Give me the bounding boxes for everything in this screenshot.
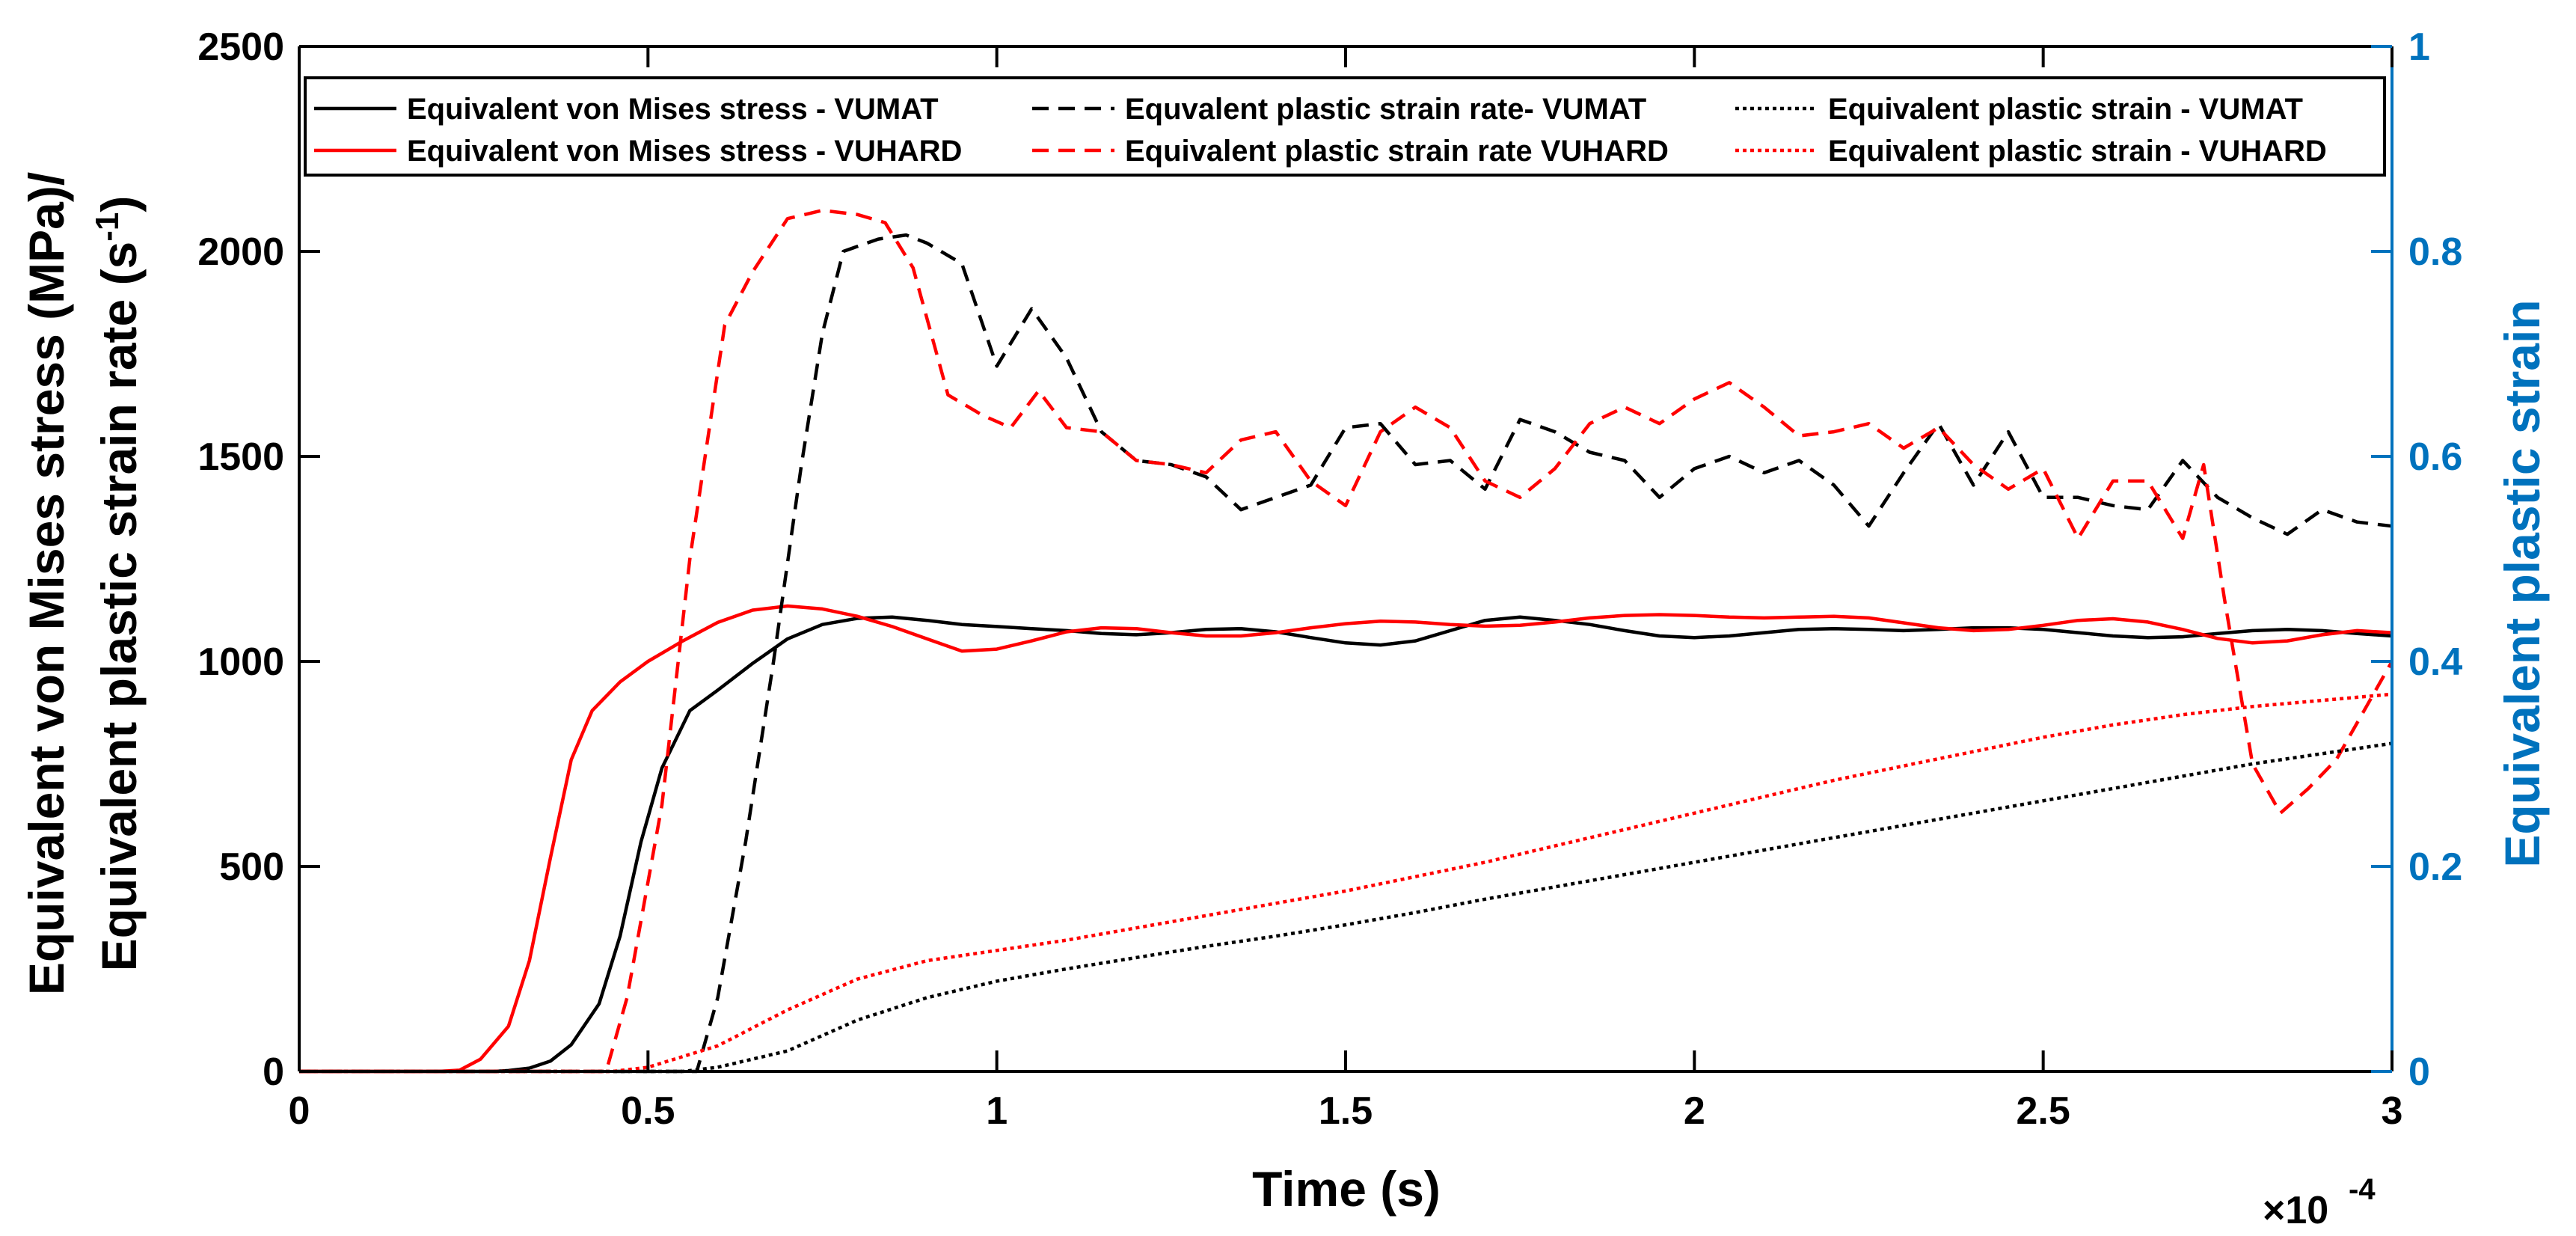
y-right-tick-label: 0 (2408, 1050, 2430, 1094)
x-axis-label: Time (s) (1252, 1161, 1441, 1217)
x-tick-label: 1.5 (1319, 1089, 1373, 1133)
x-tick-label: 2.5 (2017, 1089, 2070, 1133)
y-axis-left-label-sup: -1 (89, 212, 126, 242)
x-tick-label: 3 (2382, 1089, 2403, 1133)
x-exponent-base: ×10 (2263, 1189, 2328, 1232)
y-right-tick-label: 0.2 (2408, 845, 2462, 889)
axis-labels: Time (s) ×10 -4 Equivalent von Mises str… (19, 172, 2550, 1232)
y-right-tick-label: 0.6 (2408, 435, 2462, 479)
y-left-tick-label: 1500 (197, 435, 284, 479)
legend-label: Equvalent plastic strain rate- VUMAT (1125, 93, 1646, 126)
y-left-tick-label: 1000 (197, 640, 284, 684)
y-right-tick-label: 1 (2408, 25, 2430, 69)
x-tick-label: 0 (289, 1089, 310, 1133)
y-right-tick-label: 0.4 (2408, 640, 2462, 684)
legend-label: Equivalent plastic strain - VUMAT (1828, 93, 2303, 126)
series-line-3 (299, 233, 2393, 1074)
x-tick-label: 2 (1684, 1089, 1705, 1133)
y-left-tick-label: 2000 (197, 230, 284, 274)
series-line-1 (299, 615, 2393, 1074)
legend-label: Equivalent plastic strain rate VUHARD (1125, 135, 1669, 168)
axes-layer: 0 0.5 1 1.5 2 2.5 30500100015002000250000.20.4… (197, 25, 2462, 1133)
y-axis-right-label: Equivalent plastic strain (2494, 299, 2550, 867)
legend-label: Equivalent plastic strain - VUHARD (1828, 135, 2327, 168)
y-left-tick-label: 0 (263, 1050, 284, 1094)
series-line-5 (299, 741, 2393, 1074)
x-exponent-power: -4 (2349, 1173, 2376, 1206)
x-exponent: ×10 -4 (2263, 1173, 2376, 1232)
legend-label: Equivalent von Mises stress - VUHARD (407, 135, 962, 168)
series-layer (299, 208, 2393, 1074)
legend-box (304, 76, 2386, 177)
y-axis-left-label-main: Equivalent plastic strain rate (s (91, 242, 147, 972)
x-tick-label: 0.5 (621, 1089, 675, 1133)
y-axis-left-label-close: ) (91, 196, 147, 212)
y-axis-left-label-line2: Equivalent plastic strain rate (s-1) (89, 196, 147, 972)
legend-label: Equivalent von Mises stress - VUMAT (407, 93, 939, 126)
y-left-tick-label: 500 (219, 845, 284, 889)
x-tick-label: 1 (986, 1089, 1008, 1133)
series-line-6 (299, 692, 2393, 1074)
y-right-tick-label: 0.8 (2408, 230, 2462, 274)
legend: Equivalent von Mises stress - VUMAT Equva… (304, 76, 2386, 177)
y-left-tick-label: 2500 (197, 25, 284, 69)
series-line-2 (299, 604, 2393, 1074)
y-axis-left-label-line1: Equivalent von Mises stress (MPa)/ (19, 172, 74, 995)
series-line-4 (299, 208, 2393, 1074)
